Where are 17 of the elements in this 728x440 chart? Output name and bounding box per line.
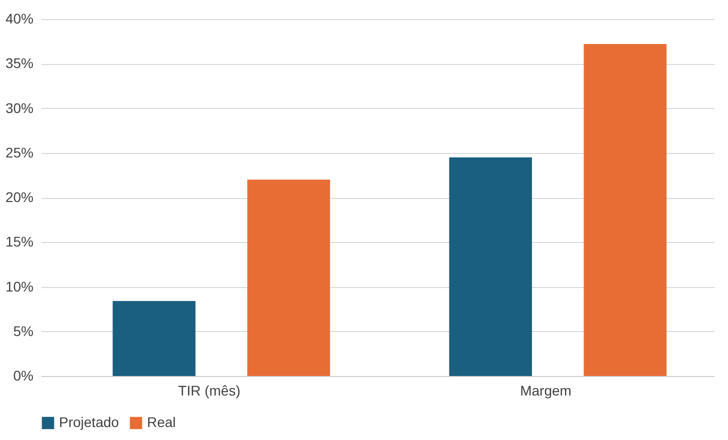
y-tick-label: 15% <box>5 234 34 250</box>
y-tick-label: 25% <box>5 144 34 160</box>
y-tick-label: 40% <box>5 10 34 26</box>
y-tick-label: 5% <box>13 322 34 339</box>
bar <box>584 44 667 376</box>
bar <box>112 301 196 376</box>
y-tick-label: 35% <box>5 55 34 72</box>
bar <box>449 157 532 376</box>
x-tick-label: Margem <box>520 382 572 398</box>
legend-label: Projetado <box>59 414 120 430</box>
y-tick-label: 0% <box>13 368 34 384</box>
bar <box>247 180 330 376</box>
y-tick-label: 20% <box>5 189 34 205</box>
y-tick-label: 10% <box>5 278 34 294</box>
legend-label: Real <box>147 414 176 430</box>
y-tick-label: 30% <box>5 100 34 116</box>
x-tick-label: TIR (mês) <box>178 382 240 398</box>
